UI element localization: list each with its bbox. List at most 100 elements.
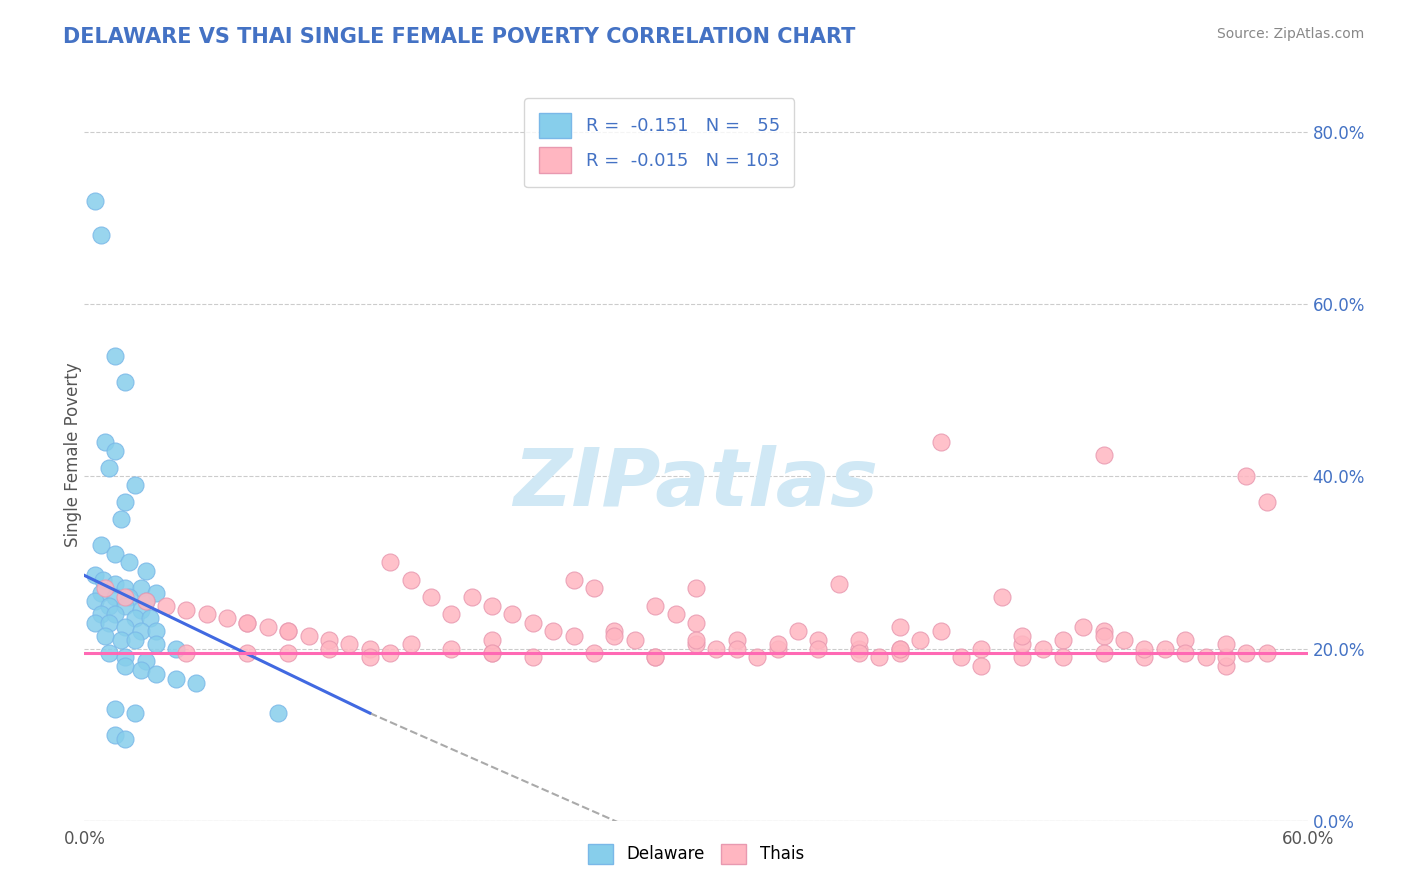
Point (1092, 646, 1115, 660)
Point (277, 624, 299, 639)
Point (1052, 632, 1074, 647)
Point (174, 603, 197, 617)
Point (399, 573, 422, 587)
Point (277, 646, 299, 660)
Point (1154, 641, 1177, 656)
Point (624, 632, 647, 647)
Point (90, 585, 112, 599)
Point (174, 646, 197, 660)
Point (807, 632, 830, 647)
Point (97, 615, 120, 630)
Point (1052, 650, 1074, 665)
Point (1236, 469, 1258, 483)
Point (461, 590, 484, 604)
Point (644, 599, 666, 613)
Point (1174, 646, 1197, 660)
Point (665, 607, 688, 621)
Point (481, 646, 503, 660)
Point (257, 620, 280, 634)
Point (1092, 624, 1115, 639)
Point (603, 624, 626, 639)
Point (706, 641, 728, 656)
Point (562, 573, 585, 587)
Point (991, 590, 1014, 604)
Point (725, 632, 748, 647)
Point (1256, 495, 1278, 509)
Point (114, 375, 136, 389)
Point (90, 538, 112, 552)
Point (124, 611, 146, 625)
Point (318, 641, 340, 656)
Point (970, 641, 993, 656)
Point (114, 582, 136, 596)
Point (1236, 646, 1258, 660)
Point (90, 607, 112, 621)
Legend: Delaware, Thais: Delaware, Thais (581, 838, 811, 871)
Point (83, 615, 105, 630)
Point (1114, 632, 1136, 647)
Point (145, 585, 167, 599)
Point (236, 615, 259, 630)
Point (83, 594, 105, 608)
Point (114, 590, 136, 604)
Point (807, 641, 830, 656)
Point (114, 495, 136, 509)
Y-axis label: Single Female Poverty: Single Female Poverty (65, 363, 82, 547)
Point (380, 646, 402, 660)
Point (118, 556, 141, 570)
Point (131, 663, 153, 677)
Point (155, 599, 177, 613)
Point (399, 637, 422, 651)
Point (685, 615, 707, 630)
Point (1195, 650, 1218, 665)
Point (1174, 632, 1197, 647)
Point (145, 624, 167, 639)
Point (104, 577, 127, 591)
Point (1073, 620, 1095, 634)
Point (114, 658, 136, 673)
Point (950, 650, 973, 665)
Point (1032, 641, 1054, 656)
Point (1215, 637, 1237, 651)
Point (104, 349, 127, 363)
Point (583, 582, 606, 596)
Point (970, 658, 993, 673)
Point (217, 611, 239, 625)
Point (104, 728, 127, 742)
Point (104, 547, 127, 561)
Point (725, 641, 748, 656)
Point (165, 672, 187, 686)
Point (1092, 448, 1115, 462)
Point (131, 603, 153, 617)
Point (1256, 646, 1278, 660)
Point (685, 637, 707, 651)
Point (339, 637, 361, 651)
Point (91, 573, 114, 587)
Point (135, 655, 157, 669)
Point (766, 637, 789, 651)
Point (236, 646, 259, 660)
Point (848, 646, 870, 660)
Point (135, 594, 157, 608)
Point (644, 650, 666, 665)
Point (124, 632, 146, 647)
Point (236, 615, 259, 630)
Point (522, 615, 544, 630)
Point (1011, 629, 1033, 643)
Point (124, 478, 146, 492)
Point (97, 646, 120, 660)
Point (138, 611, 160, 625)
Point (131, 582, 153, 596)
Point (1133, 650, 1156, 665)
Point (359, 641, 381, 656)
Point (420, 590, 443, 604)
Point (787, 624, 810, 639)
Point (114, 599, 136, 613)
Point (195, 607, 218, 621)
Point (685, 632, 707, 647)
Point (267, 706, 290, 720)
Point (889, 641, 911, 656)
Point (97, 460, 120, 475)
Point (502, 607, 524, 621)
Point (889, 641, 911, 656)
